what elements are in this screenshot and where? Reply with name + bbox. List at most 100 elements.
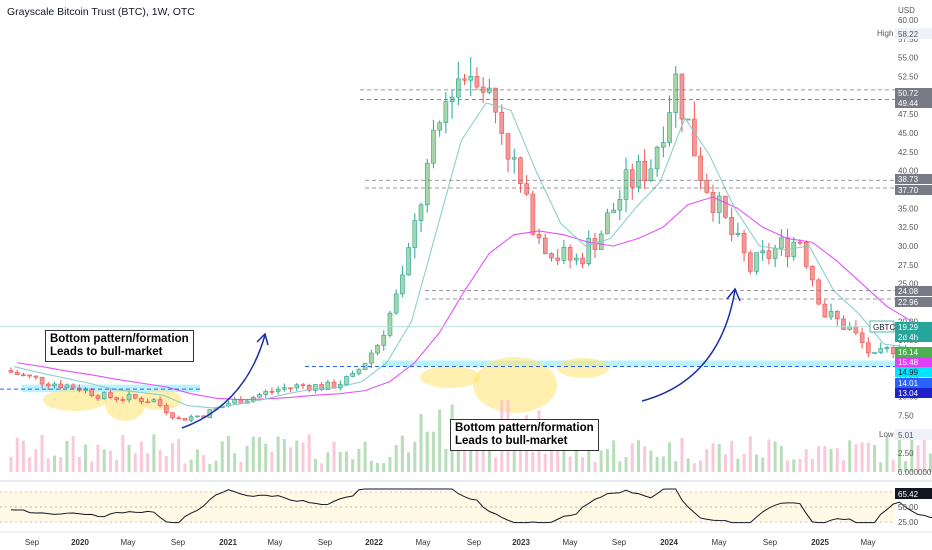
candle-body <box>387 312 393 336</box>
volume-bar <box>127 444 131 472</box>
candle-body <box>704 180 710 193</box>
price-tick: 40.00 <box>898 167 919 176</box>
trend-arrows <box>181 287 741 429</box>
volume-bar <box>15 437 19 472</box>
time-tick: 2020 <box>71 538 89 547</box>
volume-bar <box>276 436 280 472</box>
volume-bar <box>189 459 193 472</box>
volume-bar <box>59 457 63 472</box>
volume-bar <box>295 440 299 472</box>
volume-bar <box>351 459 355 472</box>
candle-body <box>437 122 442 131</box>
volume-bar <box>431 431 435 472</box>
volume-bar <box>84 444 88 472</box>
candle-body <box>306 385 312 391</box>
candle-body <box>282 387 287 390</box>
volume-bar <box>394 445 398 472</box>
volume-bar <box>692 463 696 472</box>
price-tag-bg <box>895 297 932 307</box>
volume-bar <box>612 440 616 472</box>
candle-body <box>350 373 355 377</box>
moving-average-line <box>16 196 932 401</box>
volume-bar <box>90 461 94 472</box>
price-tag: 37.70 <box>898 186 919 195</box>
candle-body <box>468 76 474 81</box>
price-tick: 27.50 <box>898 261 919 270</box>
volume-bar <box>139 441 143 472</box>
volume-bar <box>121 434 125 472</box>
candle-body <box>52 383 57 387</box>
volume-bar <box>804 449 808 472</box>
volume-bar <box>357 448 361 472</box>
high-value: 58.22 <box>898 30 919 39</box>
candle-body <box>779 237 784 249</box>
price-tag: 15.48 <box>898 358 919 367</box>
price-tick: 35.00 <box>898 204 919 213</box>
volume-bar <box>897 439 901 472</box>
volume-bar <box>332 441 336 472</box>
volume-bar <box>624 457 628 472</box>
price-tag-bg <box>895 88 932 98</box>
volume-bar <box>102 449 106 472</box>
candle-body <box>673 73 679 113</box>
candle-body <box>872 352 877 354</box>
volume-bar <box>164 456 168 472</box>
volume-bar <box>549 444 553 472</box>
bottom-pattern-arc <box>473 357 557 413</box>
volume-bar <box>748 436 752 472</box>
volume-bar <box>860 442 864 472</box>
volume-bar <box>512 451 516 472</box>
oscillator-pane <box>0 480 932 524</box>
candle-body <box>853 326 859 334</box>
volume-bar <box>904 461 908 472</box>
candle-body <box>474 76 480 88</box>
volume-bar <box>177 439 181 472</box>
time-tick: 2021 <box>219 538 237 547</box>
volume-bar <box>444 448 448 472</box>
symbol-tag-bg <box>869 320 895 333</box>
candle-body <box>33 375 39 378</box>
candle-body <box>27 374 32 377</box>
candle-body <box>524 183 529 195</box>
candle-body <box>356 369 362 374</box>
time-axis[interactable]: Sep 2020 May Sep 2021 May Sep 2022 May Sep 2023 May… <box>0 531 932 547</box>
price-tick: 45.00 <box>898 129 919 138</box>
volume-bar <box>251 436 255 472</box>
candle-body <box>431 129 436 164</box>
volume-bar <box>829 448 833 472</box>
volume-bar <box>916 445 920 472</box>
candle-body <box>369 352 374 364</box>
candle-body <box>164 405 169 413</box>
price-tick: 20.00 <box>898 317 919 326</box>
chart-title: Grayscale Bitcoin Trust (BTC), 1W, OTC <box>7 6 195 18</box>
candle-body <box>785 237 790 257</box>
volume-bar <box>810 458 814 472</box>
candle-body <box>797 241 803 244</box>
candle-body <box>393 293 399 314</box>
volume-bar <box>786 460 790 472</box>
low-value: 5.01 <box>898 431 914 440</box>
candle-body <box>95 395 101 399</box>
price-tag-bg <box>895 347 932 357</box>
candle-body <box>710 192 716 213</box>
candle-body <box>157 399 163 406</box>
volume-bar <box>599 450 603 472</box>
price-tick: 25.00 <box>898 280 919 289</box>
volume-bar <box>699 460 703 472</box>
price-tag: 50.72 <box>898 89 919 98</box>
candle-body <box>803 242 809 267</box>
volume-bar <box>202 455 206 472</box>
time-tick: Sep <box>25 538 40 547</box>
candle-body <box>275 388 281 392</box>
volume-bar <box>686 458 690 472</box>
volume-bar <box>363 441 367 472</box>
volume-bar <box>742 453 746 472</box>
volume-bar <box>115 460 119 472</box>
candle-body <box>89 388 95 396</box>
candle-body <box>866 342 871 354</box>
candle-body <box>64 384 70 389</box>
candle-body <box>170 412 175 419</box>
volume-bar <box>301 442 305 472</box>
